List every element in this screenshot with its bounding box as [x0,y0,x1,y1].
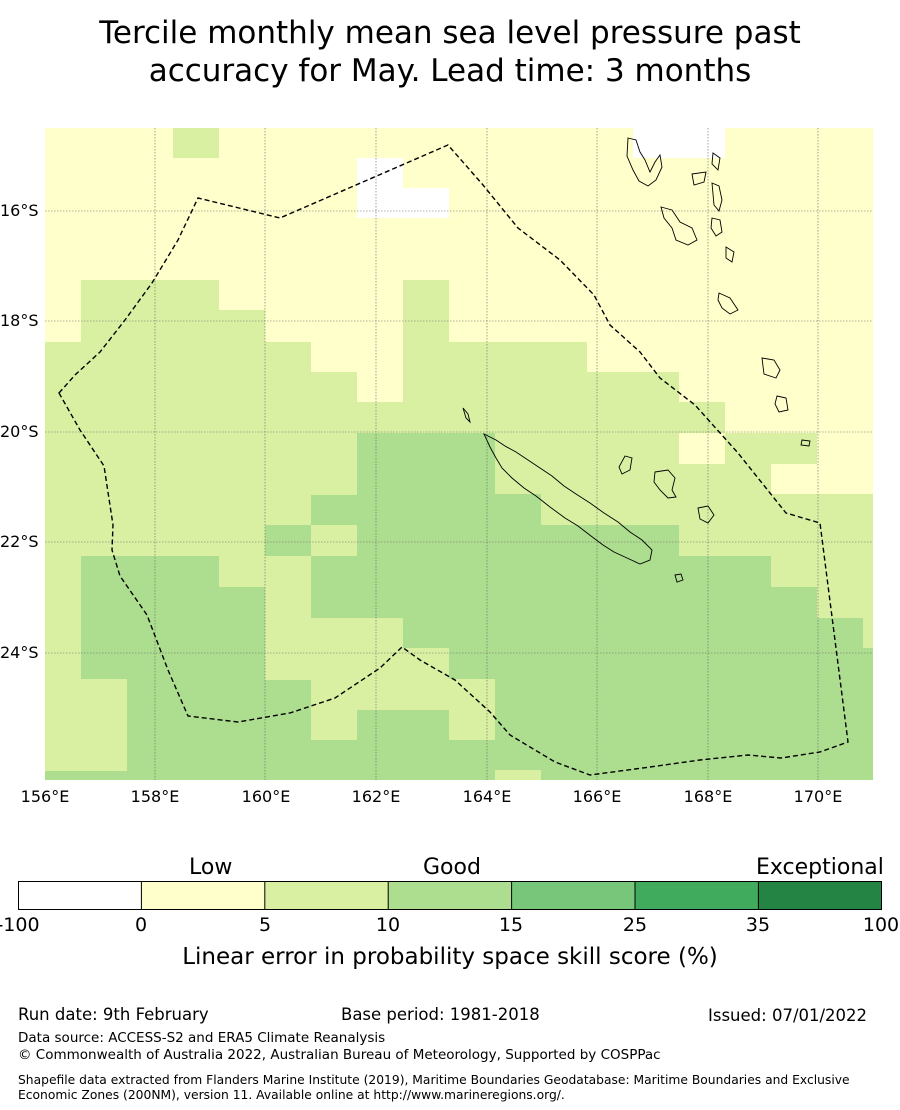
lon-label-166e: 166°E [572,787,622,806]
skill-region-negative [357,158,449,218]
data-source: Data source: ACCESS-S2 and ERA5 Climate … [18,1030,386,1046]
category-good: Good [423,855,481,880]
tick-label: 15 [498,914,524,936]
lat-label-22s: 22°S [0,532,39,551]
new-caledonia-coastline [462,407,715,583]
lat-label-16s: 16°S [0,201,39,220]
shapefile-credit: Shapefile data extracted from Flanders M… [18,1073,850,1102]
vanuatu-coastline [626,137,811,447]
colorbar [18,881,882,910]
skill-patch-low [679,433,725,464]
skill-patch-low [357,342,403,402]
maritime-boundary [58,144,849,776]
colorbar-segment [388,881,512,910]
skill-patch-5-10 [45,618,81,679]
lon-label-170e: 170°E [793,787,843,806]
skill-patch-5-10 [45,740,81,771]
tick-label: -100 [0,914,40,936]
colorbar-segment [264,881,389,910]
skill-cell-5-10 [173,128,219,158]
colorbar-segment [635,881,759,910]
title-line-1: Tercile monthly mean sea level pressure … [99,15,801,51]
lon-label-160e: 160°E [241,787,291,806]
skill-cell-10-15 [265,525,311,556]
lat-label-24s: 24°S [0,643,39,662]
colorbar-segment [18,881,142,910]
skill-patch-5-10 [311,525,357,556]
colorbar-title: Linear error in probability space skill … [182,944,718,970]
lon-label-156e: 156°E [20,787,70,806]
lon-label-162e: 162°E [351,787,401,806]
lat-label-18s: 18°S [0,311,39,330]
colorbar-segment [511,881,635,910]
skill-patch-5-10 [771,556,817,587]
title-line-2: accuracy for May. Lead time: 3 months [148,53,752,89]
tick-label: 25 [622,914,648,936]
skill-region-negative [633,128,725,158]
lon-label-164e: 164°E [462,787,512,806]
colorbar-dividers [140,881,759,910]
skill-map [45,128,873,780]
base-period: Base period: 1981-2018 [341,1005,540,1024]
chart-title: Tercile monthly mean sea level pressure … [0,14,900,90]
skill-patch-5-10 [265,556,311,680]
colorbar-border [18,881,882,910]
run-date: Run date: 9th February [18,1005,209,1024]
skill-patch-5-10 [81,679,127,771]
skill-patch-5-10 [495,770,541,780]
colorbar-segment [141,881,265,910]
tick-label: 35 [745,914,771,936]
lon-label-168e: 168°E [683,787,733,806]
tick-label: 100 [862,914,900,936]
lon-label-158e: 158°E [130,787,180,806]
issued-date: Issued: 07/01/2022 [708,1006,868,1025]
lat-label-20s: 20°S [0,422,39,441]
skill-patch-5-10 [311,618,495,740]
tick-label: 10 [375,914,401,936]
colorbar-segment [758,881,882,910]
category-low: Low [189,855,233,880]
tick-label: 0 [134,914,148,936]
skill-region-10-15 [45,433,873,780]
category-exceptional: Exceptional [756,855,884,880]
copyright-notice: © Commonwealth of Australia 2022, Austra… [18,1047,661,1063]
tick-label: 5 [258,914,272,936]
